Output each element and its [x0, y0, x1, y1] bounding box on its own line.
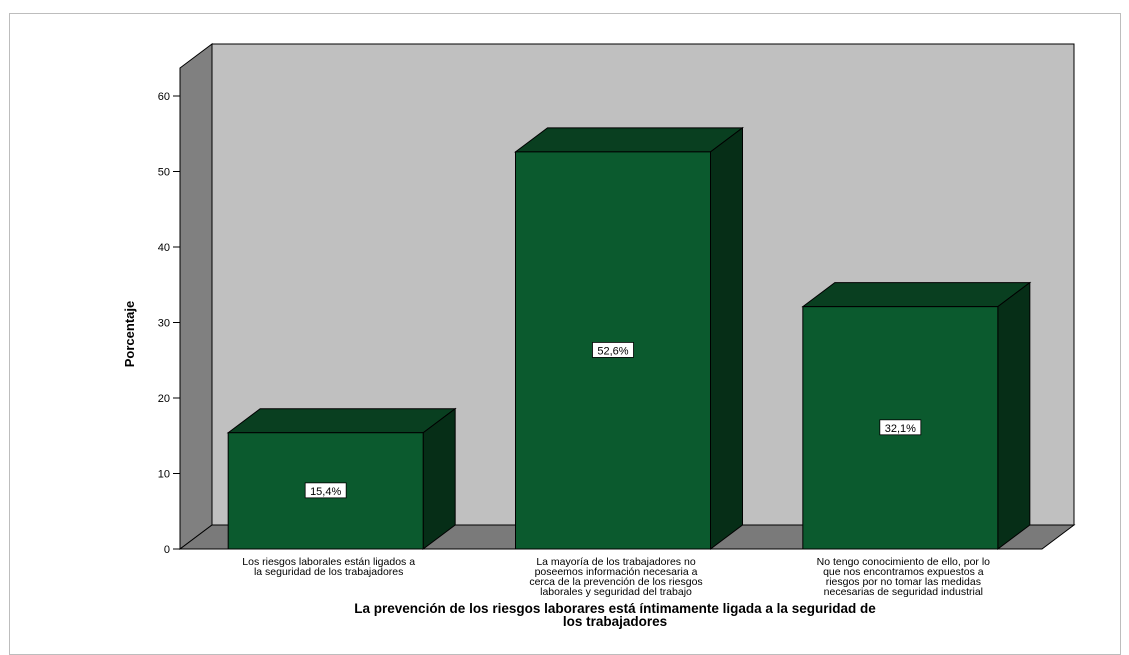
data-label: 15,4% — [310, 486, 341, 498]
bar-top — [801, 282, 1032, 308]
y-tick-label: 30 — [158, 318, 170, 330]
y-axis: 0 10 20 30 40 50 60 — [158, 91, 181, 556]
x-category-line: poseemos información necesaria a — [535, 566, 698, 578]
data-label-box — [304, 482, 347, 499]
y-tick-label: 60 — [158, 91, 170, 103]
x-axis-categories: Los riesgos laborales están ligados a la … — [242, 556, 990, 598]
x-category-line: que nos encontramos expuestos a — [823, 566, 984, 578]
y-tick-label: 10 — [158, 469, 170, 481]
y-tick-label: 40 — [158, 242, 170, 254]
data-label: 32,1% — [885, 423, 916, 435]
x-category-line: la seguridad de los trabajadores — [254, 566, 403, 578]
x-category-line: No tengo conocimiento de ello, por lo — [817, 556, 991, 568]
x-category-line: laborales y seguridad del trabajo — [540, 586, 692, 598]
data-label-box — [592, 342, 634, 358]
bar: 15,4% — [226, 407, 457, 550]
x-axis-title-line: los trabajadores — [563, 614, 667, 629]
x-axis-title: La prevención de los riesgos laborares e… — [354, 601, 876, 629]
x-category-label: Los riesgos laborales están ligados a la … — [242, 556, 415, 578]
bars: 15,4% 52,6% 32,1% — [226, 126, 1032, 550]
bar-side — [422, 407, 456, 550]
bar-chart-3d: 0 10 20 30 40 50 60 15,4% 52,6% 32,1% Los riesgo… — [122, 43, 1076, 629]
x-category-line: Los riesgos laborales están ligados a — [242, 556, 415, 568]
bar-top — [226, 408, 457, 434]
y-axis-label: Porcentaje — [122, 301, 137, 367]
bar-top — [513, 127, 745, 153]
y-tick-label: 20 — [158, 393, 170, 405]
data-label-box — [879, 419, 922, 436]
bar: 52,6% — [513, 126, 745, 550]
y-tick-label: 50 — [158, 167, 170, 179]
bar-side — [710, 126, 743, 550]
bar-side — [997, 281, 1031, 550]
x-category-line: cerca de la prevención de los riesgos — [529, 576, 702, 588]
x-category-line: riesgos por no tomar las medidas — [826, 576, 981, 588]
x-axis-label: La prevención de los riesgos laborares e… — [354, 601, 876, 629]
left-wall — [179, 43, 213, 550]
data-label: 52,6% — [597, 345, 628, 357]
chart-frame: 0 10 20 30 40 50 60 15,4% 52,6% 32,1% Los riesgo… — [9, 13, 1121, 655]
x-category-line: La mayoría de los trabajadores no — [536, 556, 696, 568]
x-category-label: No tengo conocimiento de ello, por lo que… — [817, 556, 991, 598]
x-axis-title-line: La prevención de los riesgos laborares e… — [354, 601, 876, 616]
x-category-label: La mayoría de los trabajadores no poseemo… — [529, 556, 702, 598]
bar: 32,1% — [801, 281, 1032, 550]
x-category-line: necesarias de seguridad industrial — [824, 586, 983, 598]
y-tick-label: 0 — [164, 544, 170, 556]
